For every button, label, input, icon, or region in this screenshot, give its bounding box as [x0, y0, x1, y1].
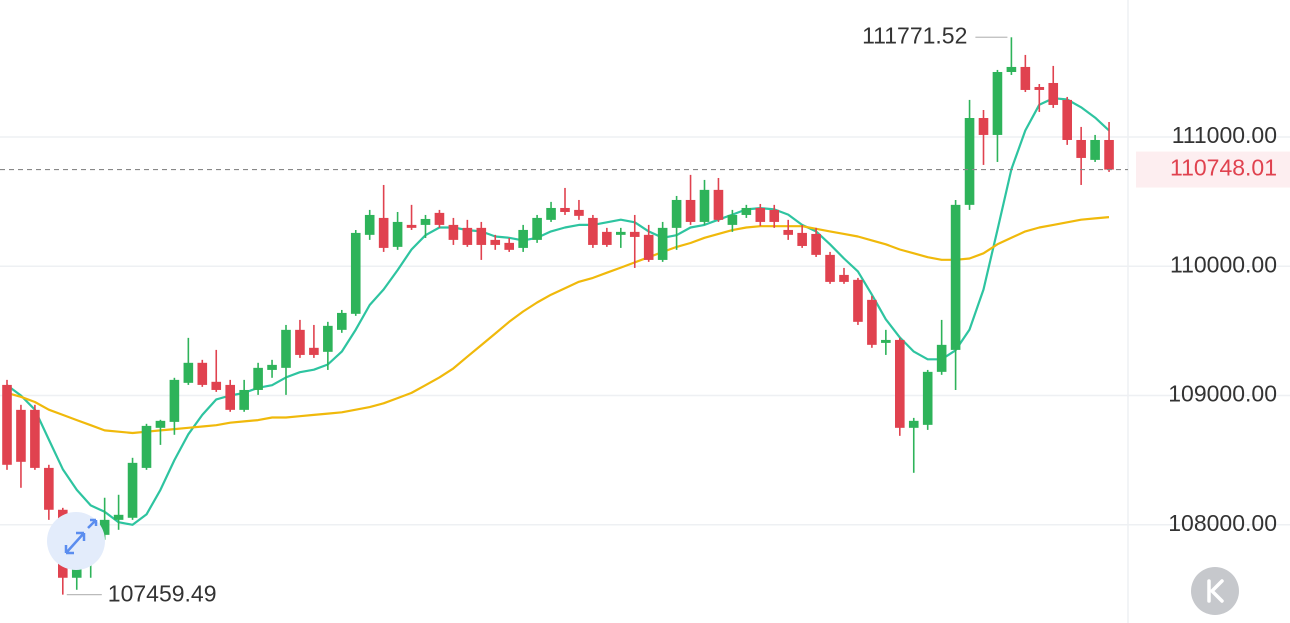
max-label: 111771.52 — [862, 22, 967, 48]
candle-body — [643, 234, 654, 260]
candle-body — [629, 231, 640, 237]
candle-body — [908, 420, 919, 428]
candle-body — [727, 214, 738, 225]
candle-body — [211, 381, 222, 390]
drawing-tool-icon — [87, 518, 98, 529]
candle-body — [44, 467, 54, 510]
candle-body — [155, 420, 166, 428]
candle-body — [364, 214, 375, 235]
candle-body — [950, 204, 961, 350]
candle-body — [1020, 66, 1031, 90]
candle-body — [239, 389, 249, 410]
moving-averages — [6, 97, 1110, 526]
last-price-label: 110748.01 — [1170, 155, 1277, 181]
min-label: 107459.49 — [108, 581, 217, 607]
candle-body — [546, 207, 556, 220]
k-button[interactable] — [1191, 567, 1239, 615]
candle-body — [811, 233, 821, 255]
candle-body — [1104, 139, 1114, 170]
candle-body — [978, 118, 989, 135]
candle-body — [1076, 139, 1086, 158]
candle-body — [16, 409, 26, 462]
candle-body — [588, 217, 598, 245]
candle-body — [574, 209, 584, 216]
candle-body — [895, 339, 905, 428]
candle-body — [350, 232, 361, 314]
candle-body — [197, 362, 208, 385]
candles — [2, 37, 1114, 595]
candle-body — [337, 312, 347, 330]
candle-body — [964, 118, 975, 205]
candle-body — [1048, 82, 1059, 105]
candle-body — [295, 329, 305, 355]
candle-body — [448, 224, 459, 240]
candle-body — [281, 329, 291, 368]
candle-body — [881, 339, 891, 343]
candle-body — [2, 384, 12, 465]
candle-body — [1034, 86, 1045, 90]
candle-body — [769, 209, 780, 222]
drawing-tool-button[interactable] — [47, 512, 105, 570]
candle-body — [713, 189, 724, 220]
candle-body — [825, 254, 835, 282]
candle-body — [490, 239, 501, 245]
candle-body — [169, 379, 180, 422]
candle-body — [462, 227, 473, 245]
candle-body — [420, 218, 431, 225]
y-tick-label: 110000.00 — [1170, 251, 1277, 277]
candle-body — [476, 227, 487, 245]
candle-body — [1090, 139, 1100, 160]
candle-body — [392, 221, 403, 247]
candle-body — [560, 207, 570, 212]
candle-body — [378, 217, 389, 248]
candle-body — [406, 224, 417, 228]
candle-body — [699, 189, 710, 222]
y-tick-label: 109000.00 — [1168, 381, 1277, 407]
candle-body — [616, 231, 626, 235]
candle-body — [1062, 99, 1072, 140]
moving-average-line — [6, 97, 1110, 526]
candle-body — [127, 462, 138, 518]
grid — [0, 136, 1290, 526]
candle-body — [504, 242, 514, 250]
candle-body — [839, 274, 849, 282]
candle-body — [853, 279, 863, 322]
candle-body — [267, 364, 277, 370]
candle-body — [797, 232, 807, 246]
candle-body — [922, 371, 933, 425]
candle-body — [253, 367, 263, 390]
candle-body — [741, 207, 752, 215]
candle-body — [518, 229, 528, 248]
candle-body — [992, 71, 1003, 135]
y-tick-label: 108000.00 — [1168, 510, 1277, 536]
candle-body — [671, 199, 682, 228]
candle-body — [434, 212, 445, 225]
drawing-tool-icon — [64, 531, 86, 555]
candle-body — [183, 362, 194, 383]
y-tick-label: 111000.00 — [1172, 122, 1277, 148]
k-button-bg[interactable] — [1191, 567, 1239, 615]
candle-body — [602, 231, 612, 245]
candle-body — [867, 299, 877, 345]
candle-body — [99, 519, 110, 535]
candle-body — [225, 384, 235, 410]
candle-body — [532, 217, 542, 240]
candle-body — [309, 347, 319, 355]
candle-body — [1006, 66, 1017, 72]
k-button-icon — [1207, 579, 1224, 603]
candle-body — [936, 344, 947, 372]
candle-body — [755, 207, 766, 222]
candle-body — [657, 227, 668, 260]
moving-average-line — [6, 216, 1110, 435]
labels: 108000.00 109000.00 110000.00 111000.00 1107… — [0, 22, 1290, 607]
candle-body — [30, 409, 40, 468]
candle-body — [783, 229, 793, 235]
candle-body — [141, 425, 152, 468]
candle-body — [685, 199, 696, 222]
candle-body — [113, 514, 124, 520]
candle-body — [323, 325, 333, 352]
last-price-bg — [1136, 151, 1290, 188]
